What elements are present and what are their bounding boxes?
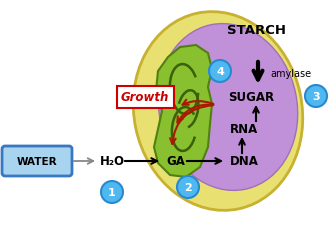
FancyBboxPatch shape xyxy=(2,146,72,176)
Text: RNA: RNA xyxy=(230,123,258,136)
Circle shape xyxy=(101,181,123,203)
Text: H₂O: H₂O xyxy=(100,155,125,168)
Circle shape xyxy=(305,86,327,108)
Text: 3: 3 xyxy=(312,92,320,101)
Text: Growth: Growth xyxy=(121,91,169,104)
Text: 4: 4 xyxy=(216,67,224,77)
Ellipse shape xyxy=(158,25,298,191)
Text: 1: 1 xyxy=(108,187,116,197)
Text: STARCH: STARCH xyxy=(226,23,286,36)
Polygon shape xyxy=(154,46,212,177)
Text: amylase: amylase xyxy=(270,69,311,79)
Ellipse shape xyxy=(133,12,303,210)
Text: WATER: WATER xyxy=(17,156,57,166)
Text: 2: 2 xyxy=(184,182,192,192)
Circle shape xyxy=(177,176,199,198)
Circle shape xyxy=(209,61,231,83)
FancyBboxPatch shape xyxy=(117,87,174,109)
Text: DNA: DNA xyxy=(230,155,259,168)
Text: SUGAR: SUGAR xyxy=(228,91,274,104)
Text: GA: GA xyxy=(166,155,185,168)
